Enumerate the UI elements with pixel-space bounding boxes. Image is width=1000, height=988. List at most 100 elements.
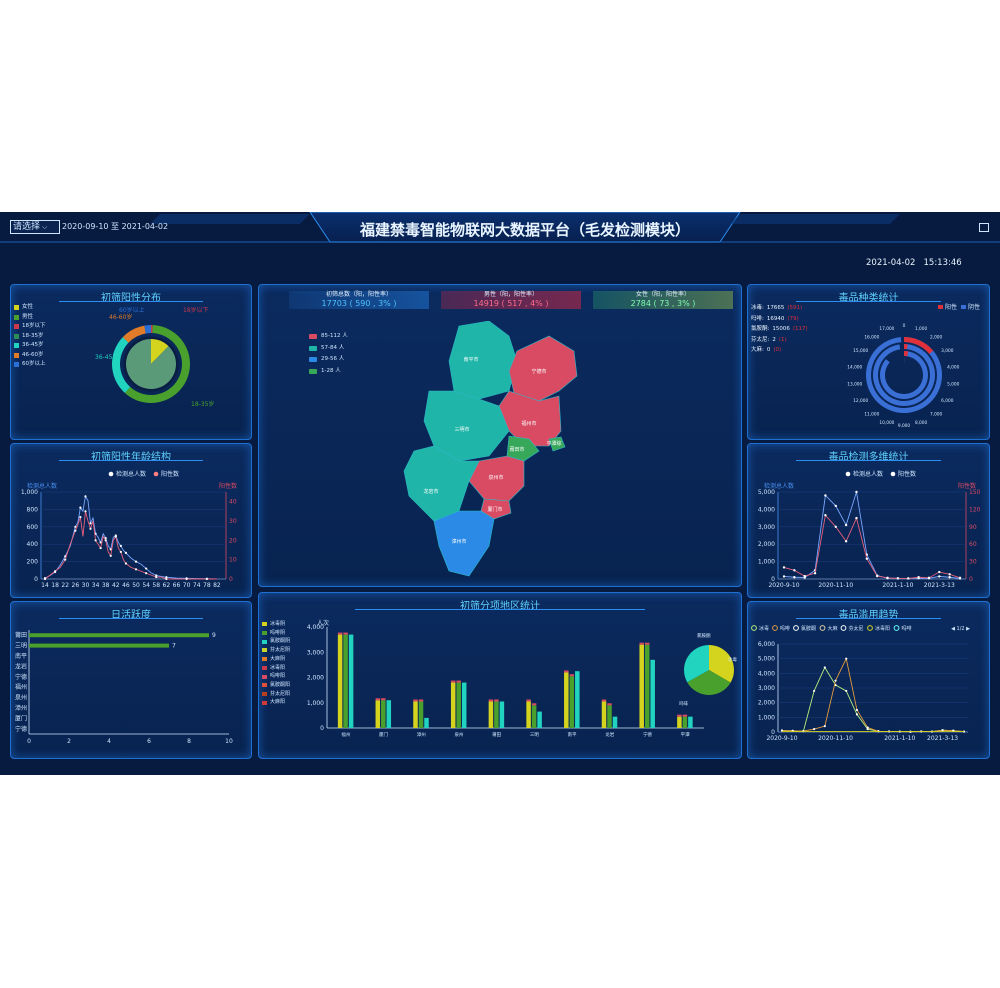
drug-item[interactable]: 大麻: 0 (0) (751, 345, 808, 356)
y-tick: 4,000 (758, 670, 775, 677)
bar-positive (456, 680, 461, 683)
legend-label: 冰毒阳 (875, 625, 890, 632)
legend-item[interactable]: 冰毒阳 (262, 664, 290, 673)
positive-line-point (927, 576, 931, 580)
legend-item[interactable]: 大麻阳 (262, 698, 290, 707)
x-tick: 4 (107, 738, 111, 745)
trend-line-chart: 冰毒 吗啡 氯胺酮 大麻 芬太尼 冰毒阳 吗啡 ◀ 1/2 ▶ 0 1,000 2,000 3,000… (751, 625, 970, 742)
drug-positive: (117) (792, 326, 808, 332)
y-tick: 0 (771, 576, 775, 583)
legend-item[interactable]: 芬太尼阳 (262, 690, 290, 699)
bar-positive (375, 698, 381, 701)
legend-item[interactable]: 女性 (14, 303, 46, 313)
legend-swatch (262, 665, 267, 670)
legend-label: 46-60岁 (22, 351, 44, 358)
radial-tick: 7,000 (930, 411, 943, 417)
gender-distribution-panel: 初筛阳性分布 女性 男性 18岁以下 18-35岁 36-45岁 46-60岁 60岁以上 … (10, 284, 252, 440)
pie-slice-女性 (151, 339, 169, 364)
map-region-南平市 (448, 321, 518, 400)
legend-item[interactable]: 大麻阴 (262, 655, 290, 664)
window-icon[interactable] (979, 223, 989, 232)
map-region-宁德市 (508, 335, 578, 402)
legend-label: 85-112 人 (321, 333, 348, 339)
date-range[interactable]: 2020-09-10 至 2021-04-02 (62, 222, 169, 231)
total-line-point (165, 576, 168, 579)
category-label: 福州 (15, 683, 27, 691)
bar-positive (413, 699, 418, 702)
legend-item[interactable]: 36-45岁 (14, 341, 46, 351)
bar-冰毒阴 (488, 701, 494, 728)
legend-item[interactable]: 芬太尼阴 (262, 646, 290, 655)
legend-item[interactable]: 85-112 人 (309, 331, 348, 343)
legend-item[interactable]: 46-60岁 (14, 351, 46, 361)
legend-label: 芬太尼阳 (270, 690, 291, 697)
activity-bar (29, 633, 209, 638)
radial-tick: 11,000 (864, 411, 879, 417)
legend-item[interactable]: 吗啡阴 (262, 629, 290, 638)
legend-item[interactable]: 57-84 人 (309, 343, 348, 355)
mini-pie-slice (709, 645, 734, 683)
total-line (44, 495, 217, 580)
legend-item[interactable]: 1-28 人 (309, 366, 348, 378)
trend-point (823, 666, 826, 669)
total-line-point (793, 576, 796, 579)
legend-swatch (262, 622, 267, 627)
drug-name: 芬太尼: (751, 336, 770, 343)
radial-tick: 3,000 (941, 348, 954, 354)
y-tick: 3,000 (758, 685, 775, 692)
x-tick: 2021-1-10 (882, 582, 913, 589)
bar-冰毒阴 (337, 634, 343, 728)
x-tick: 6 (147, 738, 151, 745)
region-bar-chart: 人次 0 1,000 2,000 3,000 4,000 福州 厦门 漳州 泉州 莆田 三明 南平 龙岩 宁… (307, 619, 738, 738)
gender-legend: 女性 男性 18岁以下 18-35岁 36-45岁 46-60岁 60岁以上 (14, 303, 46, 370)
bar-冰毒阴 (375, 700, 381, 728)
legend-label: 1-28 人 (321, 367, 341, 374)
map-region-平潭综 (548, 436, 566, 452)
legend-swatch (309, 368, 317, 374)
map-city-label: 泉州市 (488, 474, 503, 481)
drug-item[interactable]: 冰毒: 17665 (591) (751, 303, 808, 314)
positive-line-point (79, 516, 82, 519)
legend-item[interactable]: 氯胺酮阳 (262, 681, 290, 690)
x-tick: 50 (132, 582, 140, 589)
y-tick: 1,000 (758, 559, 775, 566)
radial-tick: 16,000 (864, 335, 879, 341)
legend-item[interactable]: 60岁以上 (14, 360, 46, 370)
legend-dot (751, 625, 757, 631)
pie-label: 18-35岁 (191, 400, 214, 408)
drug-item[interactable]: 芬太尼: 2 (1) (751, 335, 808, 346)
x-tick: 龙岩 (605, 731, 614, 738)
legend-label: 阳性数 (898, 470, 916, 478)
legend-item[interactable]: 18-35岁 (14, 332, 46, 342)
radial-tick: 6,000 (941, 398, 954, 404)
legend-dot (893, 625, 900, 631)
legend-label: 大麻 (828, 625, 838, 632)
legend-item[interactable]: 29-56 人 (309, 354, 348, 366)
bar-positive (607, 703, 612, 706)
drug-positive: (0) (773, 347, 782, 353)
legend-label: 检测总人数 (116, 470, 146, 478)
y-tick: 1,000 (307, 700, 324, 707)
bar-positive (601, 699, 607, 702)
total-line-point (134, 560, 138, 563)
legend-label: 吗啡阴 (270, 629, 286, 636)
drug-item[interactable]: 吗啡: 16940 (79) (751, 314, 808, 325)
drug-item[interactable]: 氯胺酮: 15006 (117) (751, 324, 808, 335)
trend-point (941, 729, 944, 732)
legend-item[interactable]: 男性 (14, 313, 46, 323)
legend-swatch (14, 333, 19, 339)
mini-pie-label: 冰毒 (728, 656, 737, 663)
map-legend: 85-112 人 57-84 人 29-56 人 1-28 人 (309, 331, 348, 377)
total-line-point (938, 575, 941, 578)
x-tick: 38 (102, 582, 110, 589)
panel-title: 日活跃度 (111, 610, 151, 621)
pie-label: 18岁以下 (183, 307, 209, 314)
legend-item[interactable]: 18岁以下 (14, 322, 46, 332)
drug-total: 15006 (772, 326, 790, 332)
pie-slice-男性 (126, 339, 176, 389)
legend-item[interactable]: 氯胺酮阴 (262, 637, 290, 646)
legend-item[interactable]: 冰毒阴 (262, 620, 290, 629)
legend-item[interactable]: 吗啡阳 (262, 672, 290, 681)
region-select[interactable]: 请选择 ⌵ (10, 220, 60, 234)
